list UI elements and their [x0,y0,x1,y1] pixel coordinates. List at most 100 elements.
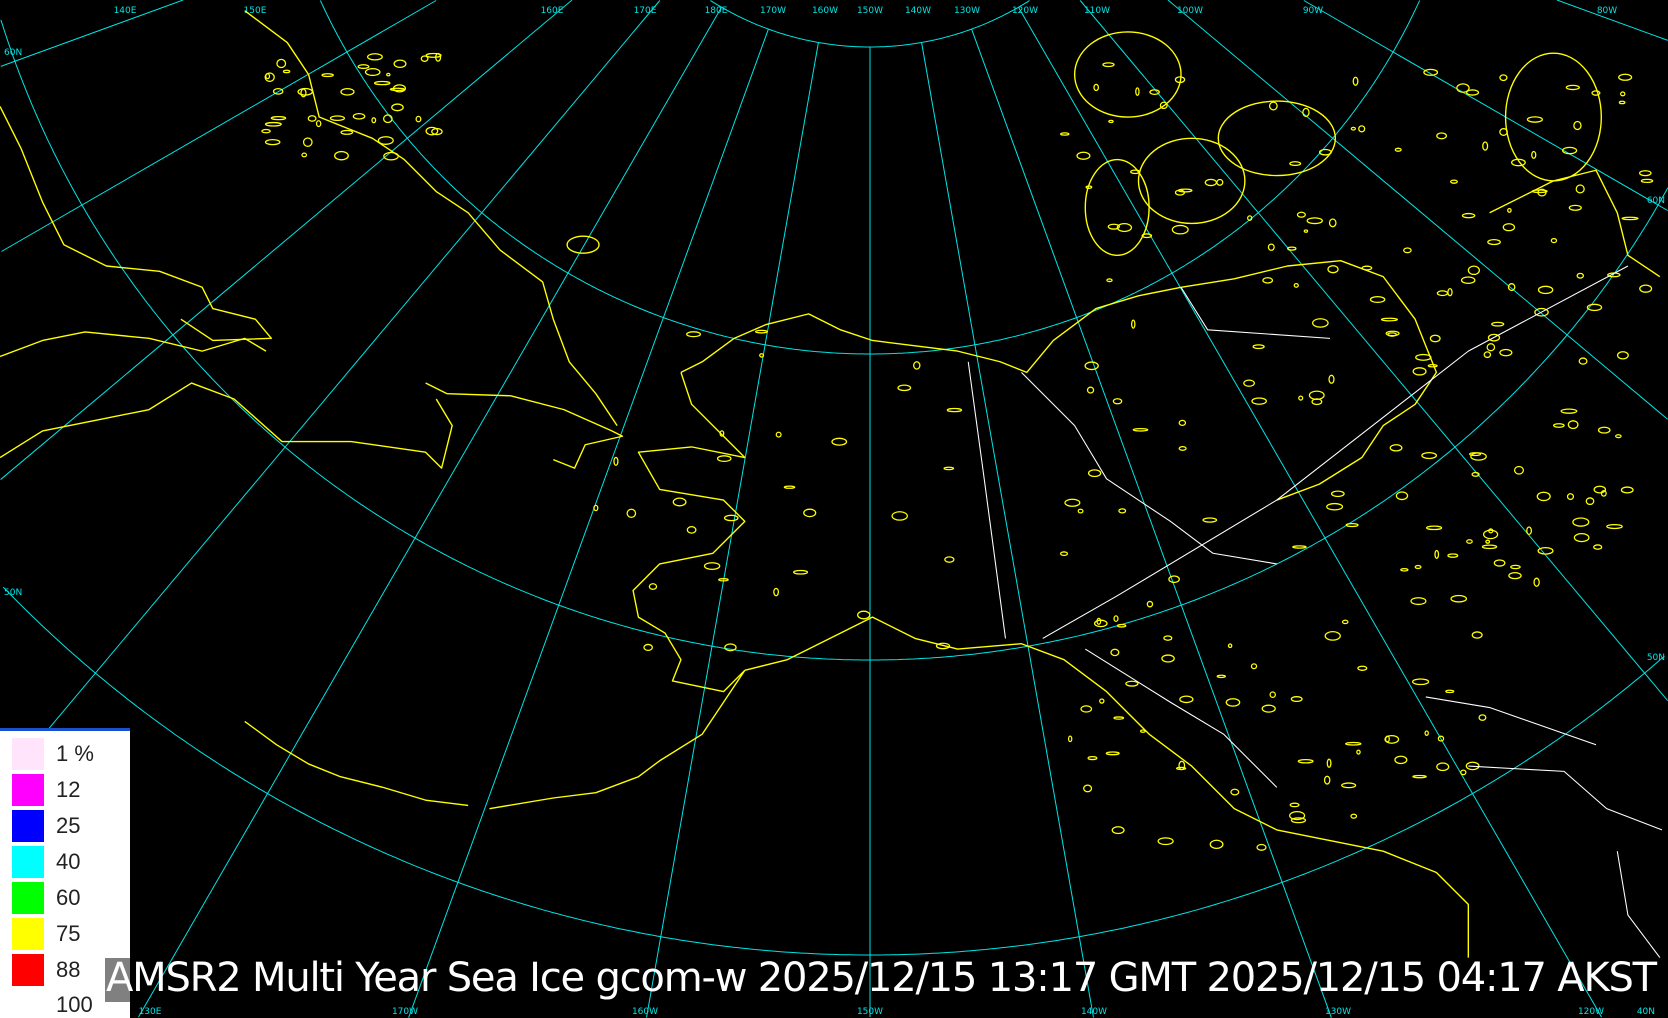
legend-item: 25 [12,810,80,842]
lake-outline [261,128,271,134]
lake-outline [1230,788,1240,796]
meridian-line [0,0,184,67]
lake-outline [1093,83,1100,92]
lake-outline [1105,751,1120,756]
lake-outline [1209,839,1224,850]
lake-outline [1135,87,1140,96]
meridian-line [1167,0,1668,420]
lake-outline [415,115,422,123]
lake-outline [1308,390,1325,400]
lake-outline [613,456,619,466]
lake-outline [386,72,391,77]
lake-outline [1171,224,1189,235]
chukotka-coast [425,382,624,469]
lake-outline [1384,734,1400,744]
lake-outline [329,115,346,122]
lake-outline [1107,223,1120,230]
lake-outline [1312,318,1329,328]
lake-outline [1566,493,1575,501]
lake-outline [1252,344,1265,350]
lake-outline [1085,185,1093,189]
lake-outline [1620,486,1634,494]
us-state-border [1468,765,1663,958]
lake-outline [1429,334,1441,343]
graticule-label: 80W [1597,6,1617,16]
lake-outline [1289,161,1302,167]
lake-outline [1499,127,1508,136]
lake-outline [1573,120,1582,131]
lake-outline [1290,817,1307,824]
lake-outline [1087,469,1102,478]
lake-outline [856,610,871,620]
lake-outline [1450,179,1458,184]
lake-outline [1482,141,1489,151]
lake-outline [1202,517,1218,523]
lake-outline [1471,631,1483,639]
lake-outline [1507,283,1516,292]
lake-outline [1461,212,1476,219]
lake-outline [1087,755,1098,761]
lake-outline [1465,761,1480,771]
lake-outline [1328,374,1335,384]
legend-label: 25 [56,813,81,838]
lake-outline [1412,367,1427,376]
alaska-canada-border [967,361,1007,639]
legend-swatch [12,738,44,770]
lake-outline [1289,810,1306,821]
lake-outline [1076,151,1091,160]
lake-outline [1289,802,1300,808]
lake-outline [1550,237,1558,244]
lake-outline [946,407,963,413]
lake-outline [703,562,721,570]
graticule-label: 150W [857,1007,883,1017]
lake-outline [1478,714,1487,721]
lake-outline [1487,239,1501,246]
lake-outline [686,331,702,338]
lake-outline [1460,276,1476,285]
lake-outline [1341,619,1349,625]
meridian-line [1079,0,1668,701]
lake-outline [1421,451,1438,460]
lake-outline [626,508,637,518]
graticule-label: 60N [4,48,22,58]
lake-outline [1578,357,1588,365]
lake-outline [1326,758,1332,768]
lake-outline [1445,689,1455,694]
lake-outline [897,384,912,392]
lake-outline [1507,207,1512,213]
victoria-island [1137,137,1246,225]
lake-outline [1267,243,1275,251]
lake-outline [1102,62,1115,68]
lake-outline [1086,386,1095,394]
lake-outline [1499,348,1513,357]
lake-outline [1116,623,1127,628]
legend-swatch [12,918,44,950]
lake-outline [389,87,406,92]
lake-outline [944,556,955,563]
graticule-label: 60N [1647,196,1665,206]
lake-outline [1536,491,1551,502]
lake-outline [1306,217,1323,225]
lake-outline [1149,89,1160,95]
lake-outline [724,643,737,652]
meridian-line [408,28,769,1018]
lake-outline [759,353,765,358]
graticule-label: 130W [954,6,980,16]
lake-outline [1456,83,1470,93]
lake-outline [1487,333,1501,342]
lake-outline [1269,691,1276,698]
lake-outline [1247,215,1253,221]
lake-outline [1593,485,1607,494]
lake-outline [1493,559,1506,567]
graticule-label: 50N [1647,653,1665,663]
lake-outline [1511,158,1526,167]
lake-outline [1436,290,1449,297]
lake-outline [1618,100,1626,105]
lake-outline [1389,444,1403,452]
lake-outline [648,583,658,590]
latitude-circle [2,586,1665,956]
lake-outline [775,431,782,438]
alaska-north-coast [680,286,1182,374]
meridian-line [138,6,722,1018]
